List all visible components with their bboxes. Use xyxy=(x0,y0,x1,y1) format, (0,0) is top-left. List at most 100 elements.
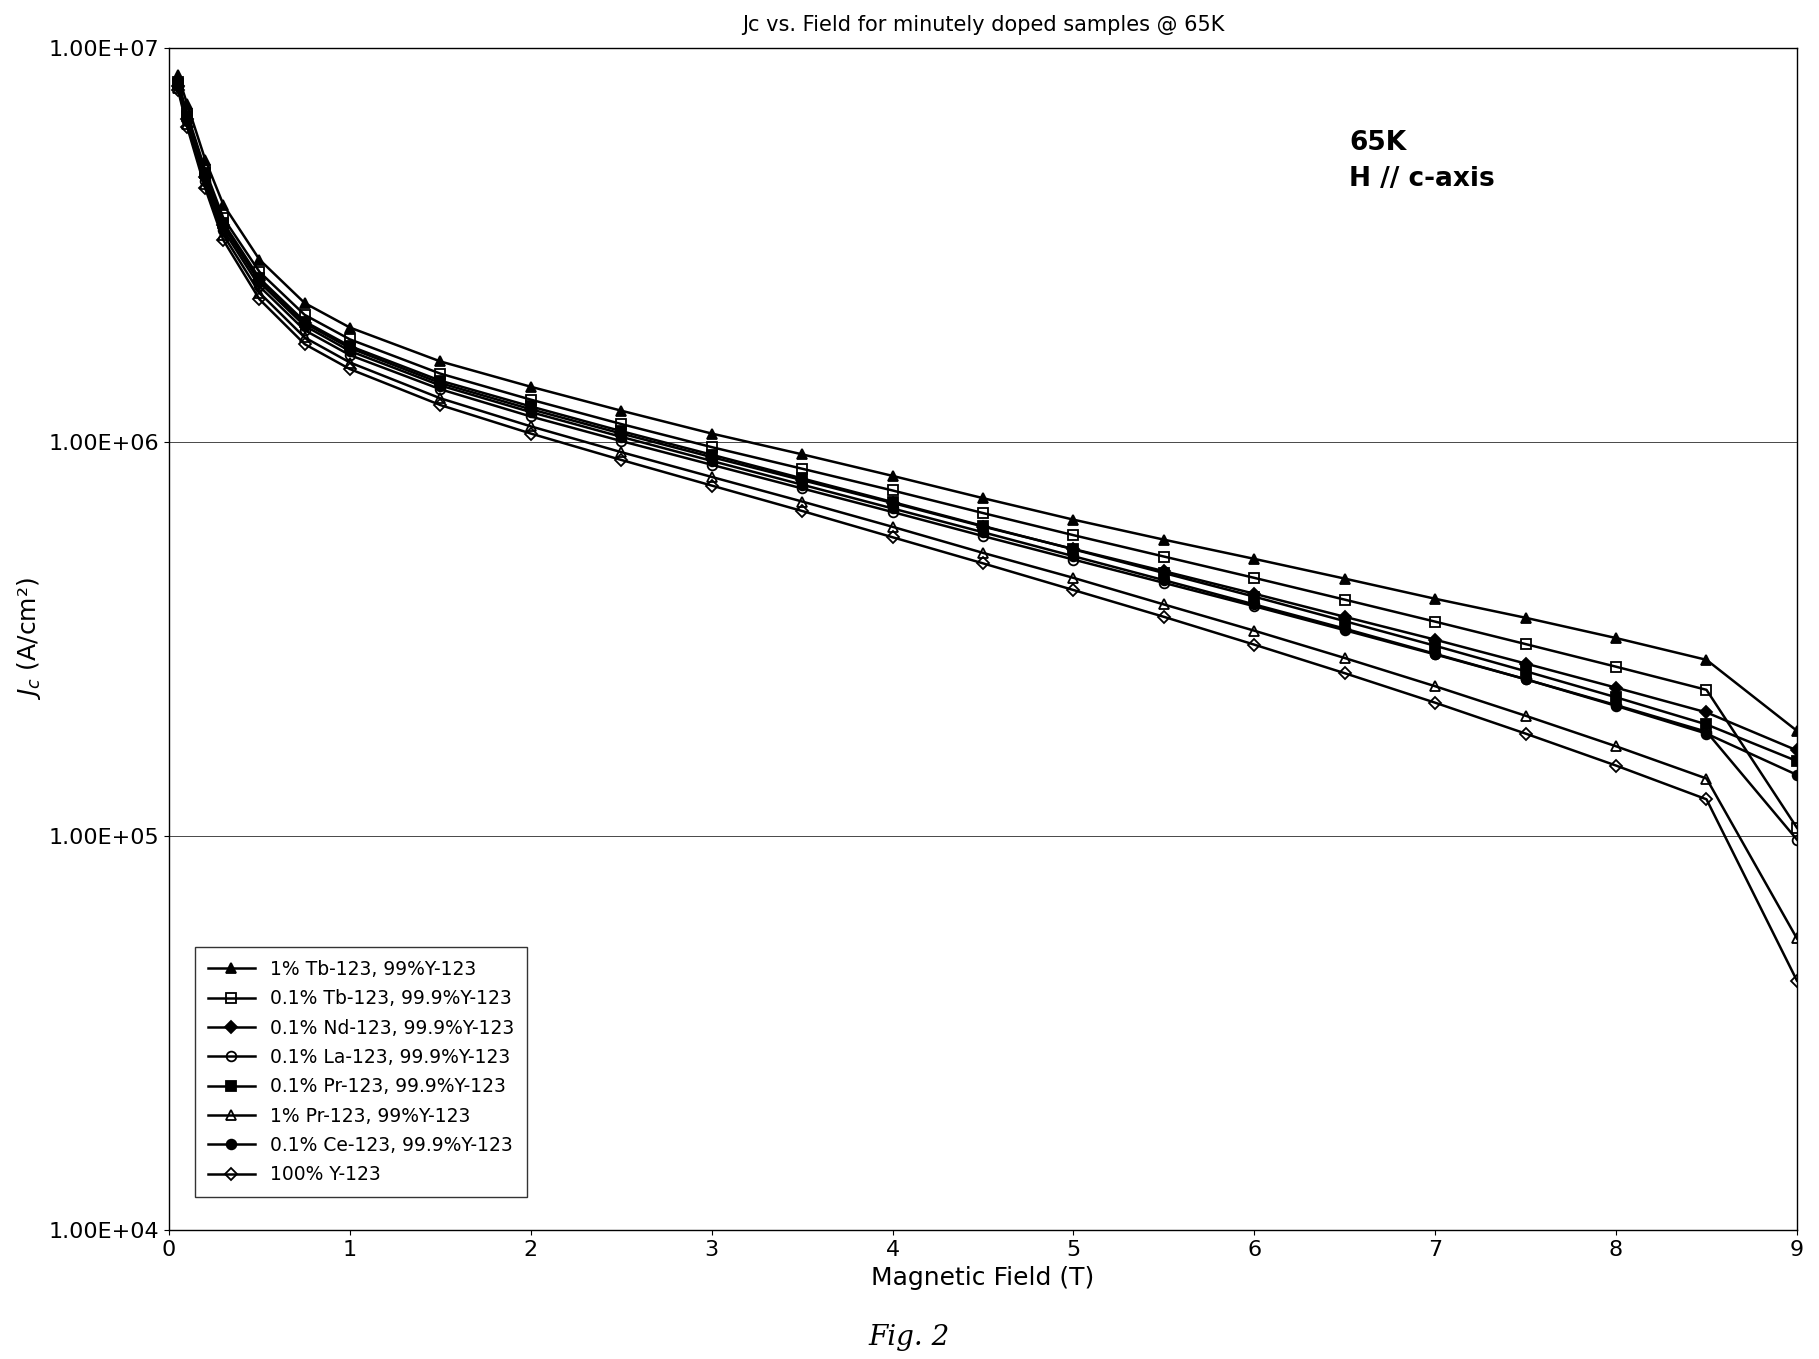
0.1% Nd-123, 99.9%Y-123 xyxy=(195,169,216,185)
0.1% Tb-123, 99.9%Y-123 xyxy=(176,106,198,122)
100% Y-123 xyxy=(971,556,993,572)
0.1% Tb-123, 99.9%Y-123 xyxy=(700,439,722,455)
0.1% La-123, 99.9%Y-123 xyxy=(213,222,235,238)
0.1% Tb-123, 99.9%Y-123 xyxy=(249,264,271,280)
0.1% Ce-123, 99.9%Y-123 xyxy=(213,219,235,235)
0.1% Tb-123, 99.9%Y-123 xyxy=(429,366,451,382)
100% Y-123 xyxy=(249,291,271,307)
0.1% La-123, 99.9%Y-123 xyxy=(700,457,722,473)
0.1% La-123, 99.9%Y-123 xyxy=(611,434,633,450)
0.1% Tb-123, 99.9%Y-123 xyxy=(195,162,216,178)
0.1% Pr-123, 99.9%Y-123 xyxy=(882,493,904,510)
0.1% Ce-123, 99.9%Y-123 xyxy=(882,500,904,516)
1% Tb-123, 99%Y-123 xyxy=(1786,723,1808,739)
1% Pr-123, 99%Y-123 xyxy=(520,419,542,435)
0.1% Ce-123, 99.9%Y-123 xyxy=(1786,766,1808,783)
0.1% Nd-123, 99.9%Y-123 xyxy=(1604,680,1626,696)
0.1% Pr-123, 99.9%Y-123 xyxy=(1153,565,1175,582)
0.1% Nd-123, 99.9%Y-123 xyxy=(791,472,813,488)
1% Pr-123, 99%Y-123 xyxy=(1604,738,1626,754)
1% Tb-123, 99%Y-123 xyxy=(1244,550,1266,567)
1% Pr-123, 99%Y-123 xyxy=(971,545,993,561)
0.1% Ce-123, 99.9%Y-123 xyxy=(791,477,813,493)
0.1% La-123, 99.9%Y-123 xyxy=(195,173,216,189)
1% Tb-123, 99%Y-123 xyxy=(429,353,451,370)
0.1% Tb-123, 99.9%Y-123 xyxy=(1244,569,1266,586)
0.1% Pr-123, 99.9%Y-123 xyxy=(176,109,198,125)
1% Tb-123, 99%Y-123 xyxy=(700,425,722,442)
100% Y-123 xyxy=(176,118,198,135)
0.1% La-123, 99.9%Y-123 xyxy=(1515,671,1537,688)
0.1% Nd-123, 99.9%Y-123 xyxy=(1244,586,1266,602)
1% Tb-123, 99%Y-123 xyxy=(176,95,198,111)
0.1% La-123, 99.9%Y-123 xyxy=(338,347,360,363)
0.1% La-123, 99.9%Y-123 xyxy=(1062,552,1084,568)
0.1% Pr-123, 99.9%Y-123 xyxy=(1515,663,1537,680)
1% Tb-123, 99%Y-123 xyxy=(167,68,189,84)
1% Tb-123, 99%Y-123 xyxy=(1062,511,1084,527)
0.1% Nd-123, 99.9%Y-123 xyxy=(295,315,317,332)
0.1% Ce-123, 99.9%Y-123 xyxy=(338,342,360,359)
100% Y-123 xyxy=(213,232,235,249)
X-axis label: Magnetic Field (T): Magnetic Field (T) xyxy=(871,1265,1095,1290)
1% Pr-123, 99%Y-123 xyxy=(700,469,722,485)
Line: 0.1% La-123, 99.9%Y-123: 0.1% La-123, 99.9%Y-123 xyxy=(173,82,1803,844)
Line: 0.1% Pr-123, 99.9%Y-123: 0.1% Pr-123, 99.9%Y-123 xyxy=(173,79,1803,766)
1% Pr-123, 99%Y-123 xyxy=(1424,678,1446,694)
0.1% Tb-123, 99.9%Y-123 xyxy=(971,506,993,522)
1% Pr-123, 99%Y-123 xyxy=(1786,931,1808,947)
0.1% Pr-123, 99.9%Y-123 xyxy=(195,166,216,182)
1% Tb-123, 99%Y-123 xyxy=(295,295,317,311)
0.1% Ce-123, 99.9%Y-123 xyxy=(1244,597,1266,613)
0.1% La-123, 99.9%Y-123 xyxy=(1604,697,1626,713)
1% Tb-123, 99%Y-123 xyxy=(1424,591,1446,607)
0.1% Tb-123, 99.9%Y-123 xyxy=(1604,659,1626,675)
0.1% Ce-123, 99.9%Y-123 xyxy=(249,275,271,291)
0.1% Tb-123, 99.9%Y-123 xyxy=(338,332,360,348)
0.1% Ce-123, 99.9%Y-123 xyxy=(520,404,542,420)
0.1% Ce-123, 99.9%Y-123 xyxy=(971,525,993,541)
0.1% Tb-123, 99.9%Y-123 xyxy=(1786,819,1808,836)
0.1% Nd-123, 99.9%Y-123 xyxy=(167,77,189,94)
0.1% Pr-123, 99.9%Y-123 xyxy=(1786,753,1808,769)
0.1% La-123, 99.9%Y-123 xyxy=(1695,723,1717,739)
0.1% Nd-123, 99.9%Y-123 xyxy=(971,518,993,534)
Text: Fig. 2: Fig. 2 xyxy=(869,1325,950,1351)
0.1% La-123, 99.9%Y-123 xyxy=(882,504,904,520)
1% Tb-123, 99%Y-123 xyxy=(338,319,360,336)
1% Pr-123, 99%Y-123 xyxy=(295,329,317,345)
1% Tb-123, 99%Y-123 xyxy=(882,467,904,484)
100% Y-123 xyxy=(338,361,360,378)
1% Pr-123, 99%Y-123 xyxy=(249,284,271,300)
0.1% La-123, 99.9%Y-123 xyxy=(1424,647,1446,663)
0.1% Tb-123, 99.9%Y-123 xyxy=(1515,636,1537,652)
100% Y-123 xyxy=(700,477,722,493)
0.1% Tb-123, 99.9%Y-123 xyxy=(520,391,542,408)
1% Tb-123, 99%Y-123 xyxy=(520,379,542,395)
0.1% Tb-123, 99.9%Y-123 xyxy=(1695,682,1717,699)
1% Tb-123, 99%Y-123 xyxy=(249,251,271,268)
0.1% Ce-123, 99.9%Y-123 xyxy=(700,453,722,469)
0.1% Nd-123, 99.9%Y-123 xyxy=(1424,632,1446,648)
0.1% Pr-123, 99.9%Y-123 xyxy=(1062,541,1084,557)
0.1% Tb-123, 99.9%Y-123 xyxy=(1333,591,1355,607)
100% Y-123 xyxy=(1153,609,1175,625)
1% Pr-123, 99%Y-123 xyxy=(611,444,633,461)
1% Pr-123, 99%Y-123 xyxy=(1062,569,1084,586)
0.1% Pr-123, 99.9%Y-123 xyxy=(1604,689,1626,705)
Title: Jc vs. Field for minutely doped samples @ 65K: Jc vs. Field for minutely doped samples … xyxy=(742,15,1224,35)
0.1% Pr-123, 99.9%Y-123 xyxy=(1695,716,1717,733)
1% Tb-123, 99%Y-123 xyxy=(1695,652,1717,669)
1% Tb-123, 99%Y-123 xyxy=(1515,610,1537,626)
0.1% La-123, 99.9%Y-123 xyxy=(176,113,198,129)
0.1% Nd-123, 99.9%Y-123 xyxy=(429,375,451,391)
1% Pr-123, 99%Y-123 xyxy=(176,116,198,132)
Line: 0.1% Ce-123, 99.9%Y-123: 0.1% Ce-123, 99.9%Y-123 xyxy=(173,82,1803,780)
100% Y-123 xyxy=(1515,726,1537,742)
0.1% Nd-123, 99.9%Y-123 xyxy=(176,110,198,126)
100% Y-123 xyxy=(1695,791,1717,807)
0.1% La-123, 99.9%Y-123 xyxy=(1153,575,1175,591)
100% Y-123 xyxy=(1333,665,1355,681)
1% Pr-123, 99%Y-123 xyxy=(791,493,813,510)
1% Pr-123, 99%Y-123 xyxy=(167,80,189,96)
